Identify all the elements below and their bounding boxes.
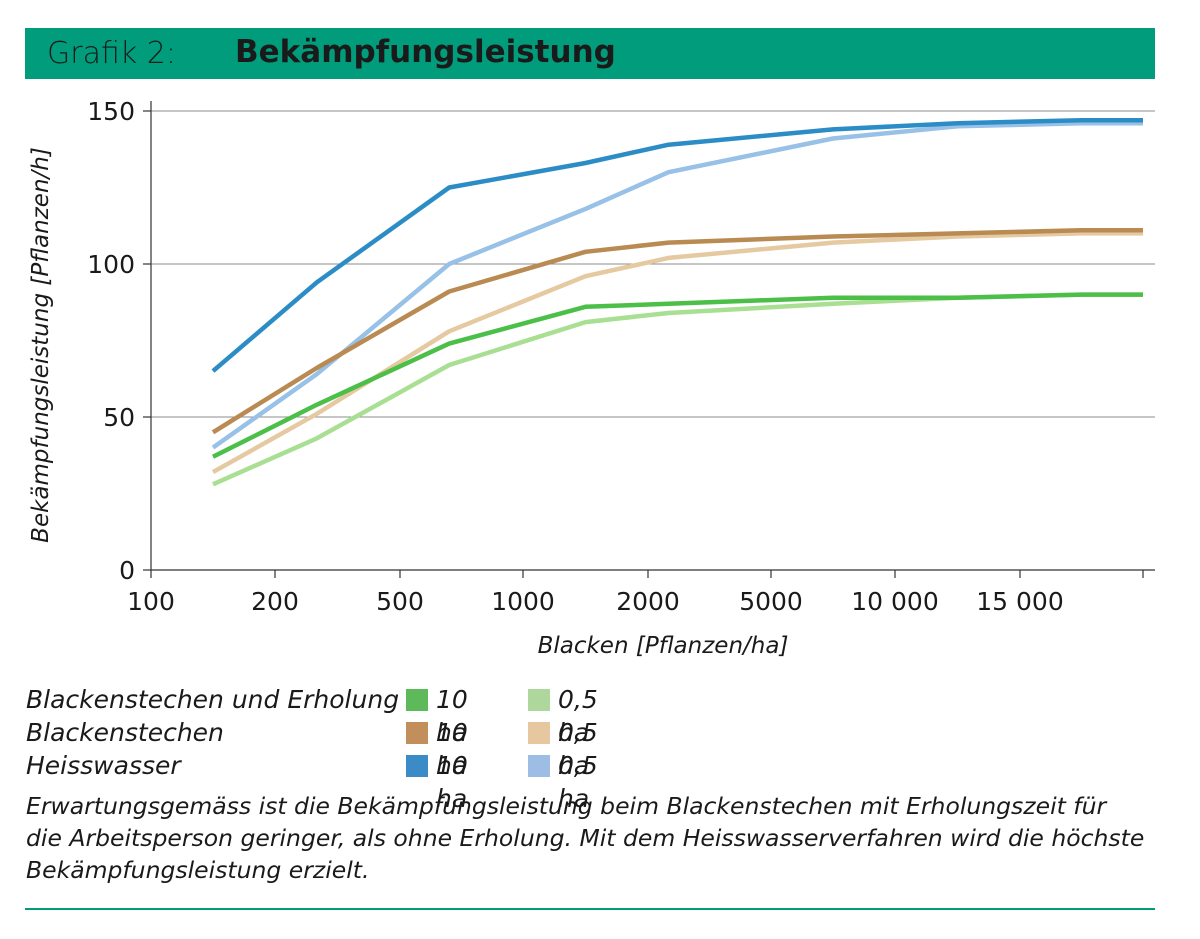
chart-title: Bekämpfungsleistung <box>235 34 616 70</box>
legend-swatch-05ha <box>528 755 550 777</box>
series-line <box>211 231 1143 475</box>
legend-size-05ha: 0,5 ha <box>558 718 598 780</box>
legend-swatch-05ha <box>528 722 550 744</box>
legend-size-10ha: 10 ha <box>436 751 468 813</box>
legend-size-05ha: 0,5 ha <box>558 751 598 813</box>
y-tick-label: 100 <box>87 250 135 279</box>
line-chart: 0 50 100 150 100 200 500 1000 2000 5000 10 000 15 0… <box>28 97 1155 659</box>
y-tick-label: 50 <box>103 403 135 432</box>
x-tick-label: 500 <box>376 587 424 616</box>
figure-number: Grafik 2: <box>47 36 176 71</box>
x-tick-label: 5000 <box>739 587 803 616</box>
series-line <box>211 120 1143 450</box>
legend-swatch-05ha <box>528 689 550 711</box>
x-tick-label: 10 000 <box>851 587 938 616</box>
x-tick-label: 200 <box>251 587 299 616</box>
y-tick-label: 0 <box>119 556 135 585</box>
x-tick-label: 15 000 <box>976 587 1063 616</box>
chart-header: Grafik 2: Bekämpfungsleistung <box>25 28 1155 79</box>
series-line <box>211 117 1143 373</box>
legend-swatch-10ha <box>406 755 428 777</box>
x-tick-label: 1000 <box>491 587 555 616</box>
legend-swatch-10ha <box>406 689 428 711</box>
chart-caption: Erwartungsgemäss ist die Bekämpfungsleis… <box>26 792 1145 884</box>
y-axis-label: Bekämpfungsleistung [Pflanzen/h] <box>28 147 54 543</box>
legend-size-05ha: 0,5 ha <box>558 685 598 747</box>
y-tick-label: 150 <box>87 97 135 126</box>
x-tick-label: 100 <box>127 587 175 616</box>
legend-size-10ha: 10 ha <box>436 718 468 780</box>
legend-label: Blackenstechen und Erholung <box>26 685 400 714</box>
legend-swatch-10ha <box>406 722 428 744</box>
legend-size-10ha: 10 ha <box>436 685 468 747</box>
x-tick-label: 2000 <box>616 587 680 616</box>
bottom-rule <box>25 908 1155 910</box>
legend-label: Heisswasser <box>26 751 181 780</box>
series-line <box>211 292 1143 459</box>
series-line <box>211 228 1143 435</box>
legend-label: Blackenstechen <box>26 718 224 747</box>
x-axis-label: Blacken [Pflanzen/ha] <box>538 633 789 659</box>
